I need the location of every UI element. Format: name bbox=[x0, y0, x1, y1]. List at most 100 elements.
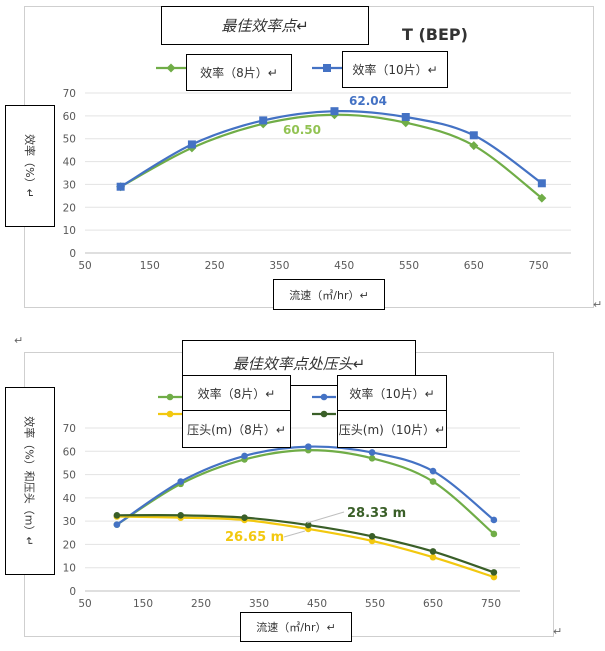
chart-1-xtick-label: 250 bbox=[205, 260, 225, 272]
chart-1-xlabel-text: 流速（㎥/hr）↵ bbox=[289, 288, 369, 302]
chart-2-point-3 bbox=[177, 512, 184, 519]
chart-2-xtick-label: 50 bbox=[78, 598, 91, 610]
chart-1-ytick-label: 30 bbox=[63, 179, 76, 191]
chart-2-xtick-label: 450 bbox=[307, 598, 327, 610]
chart-2-annotation-28: 28.33 m bbox=[347, 506, 406, 521]
chart-1-ylabel: 效率（%）↵ bbox=[5, 105, 55, 227]
chart-1-point-0 bbox=[469, 141, 479, 151]
chart-1-xtick-label: 350 bbox=[269, 260, 289, 272]
chart-2-point-1 bbox=[177, 478, 184, 485]
chart-1-frame bbox=[24, 6, 594, 308]
chart-2-legend-head10-label: 压头(m)（10片）↵ bbox=[338, 422, 446, 437]
chart-2-point-0 bbox=[429, 478, 437, 485]
chart-2-ytick-label: 60 bbox=[63, 446, 76, 458]
chart-2-point-1 bbox=[429, 467, 437, 475]
chart-2-point-2 bbox=[368, 537, 376, 545]
chart-2-point-3 bbox=[241, 514, 248, 521]
chart-1-ytick-label: 40 bbox=[63, 157, 76, 169]
chart-2-xlabel-text: 流速（㎥/hr）↵ bbox=[256, 621, 336, 634]
chart-2-ytick-label: 40 bbox=[63, 493, 76, 505]
chart-2-legend-eff8: 效率（8片）↵ bbox=[182, 375, 291, 411]
chart-1-ytick-label: 0 bbox=[69, 248, 76, 260]
chart-2-point-1 bbox=[368, 449, 376, 456]
chart-1-point-1 bbox=[187, 140, 196, 149]
chart-1-point-1 bbox=[116, 182, 125, 191]
chart-2-annotation-26: 26.65 m bbox=[225, 530, 284, 545]
paragraph-mark: ↵ bbox=[593, 298, 603, 311]
chart-1-annotation-62: 62.04 bbox=[349, 94, 387, 108]
chart-1-ytick-label: 60 bbox=[63, 111, 76, 123]
chart-1-title-suffix: T (BEP) bbox=[402, 25, 468, 44]
chart-2-point-1 bbox=[490, 516, 498, 524]
chart-2-point-2 bbox=[490, 573, 498, 581]
chart-2-legend-head8: 压头(m)（8片）↵ bbox=[182, 410, 291, 448]
chart-2-legend-marker-3 bbox=[320, 410, 328, 418]
chart-1-ytick-label: 50 bbox=[63, 134, 76, 146]
chart-1-legend-10-label: 效率（10片）↵ bbox=[352, 63, 438, 77]
chart-2-point-2 bbox=[429, 553, 437, 561]
chart-2-annotation-leader-10 bbox=[306, 511, 345, 524]
chart-2-ytick-label: 50 bbox=[63, 470, 76, 482]
chart-1-legend-10-marker bbox=[323, 64, 331, 72]
chart-1-point-0 bbox=[537, 193, 547, 203]
chart-1-point-1 bbox=[537, 179, 546, 188]
chart-1-title-text: 最佳效率点↵ bbox=[221, 17, 309, 35]
chart-1-xtick-label: 550 bbox=[399, 260, 419, 272]
chart-1-xtick-label: 150 bbox=[140, 260, 160, 272]
chart-1-point-1 bbox=[330, 107, 339, 116]
chart-2-point-0 bbox=[490, 530, 498, 538]
chart-2-xtick-label: 750 bbox=[481, 598, 501, 610]
chart-2-legend-head8-label: 压头(m)（8片）↵ bbox=[187, 422, 286, 437]
chart-2-ytick-label: 10 bbox=[63, 563, 76, 575]
chart-2-xtick-label: 250 bbox=[191, 598, 211, 610]
chart-1-annotation-60: 60.50 bbox=[283, 123, 321, 137]
chart-1-title: 最佳效率点↵ bbox=[161, 6, 369, 45]
chart-1-ytick-label: 70 bbox=[63, 88, 76, 100]
chart-2-legend-eff8-label: 效率（8片）↵ bbox=[197, 386, 276, 401]
chart-2-legend-eff10: 效率（10片）↵ bbox=[337, 375, 447, 411]
chart-2-legend-marker-1 bbox=[320, 393, 328, 401]
chart-2-point-3 bbox=[368, 532, 376, 540]
chart-1-ytick-label: 10 bbox=[63, 225, 76, 237]
chart-2-ytick-label: 0 bbox=[69, 586, 76, 598]
paragraph-mark: ↵ bbox=[14, 334, 24, 347]
chart-1-point-1 bbox=[469, 131, 478, 140]
chart-1-point-1 bbox=[401, 113, 410, 121]
chart-2-ylabel: 效率（%）和压头（m）↵ bbox=[5, 387, 55, 575]
paragraph-mark: ↵ bbox=[553, 625, 563, 638]
chart-2-point-0 bbox=[368, 454, 376, 462]
chart-2-xtick-label: 550 bbox=[365, 598, 385, 610]
chart-1-xtick-label: 50 bbox=[78, 260, 91, 272]
chart-1-xtick-label: 650 bbox=[464, 260, 484, 272]
chart-1-xlabel: 流速（㎥/hr）↵ bbox=[273, 279, 385, 310]
chart-2-annotation-leader-8 bbox=[283, 530, 306, 538]
chart-2-legend-eff10-label: 效率（10片）↵ bbox=[349, 386, 435, 401]
chart-2-legend-head10: 压头(m)（10片）↵ bbox=[337, 410, 447, 448]
chart-1-point-1 bbox=[259, 116, 268, 125]
chart-2-ytick-label: 70 bbox=[63, 423, 76, 435]
chart-2-point-3 bbox=[490, 569, 498, 576]
chart-2-legend-marker-2 bbox=[166, 410, 174, 418]
chart-1-legend-8: 效率（8片）↵ bbox=[186, 54, 292, 91]
chart-2-point-3 bbox=[429, 548, 437, 555]
chart-2-xtick-label: 650 bbox=[423, 598, 443, 610]
chart-2-title-text: 最佳效率点处压头↵ bbox=[232, 354, 366, 373]
chart-2-point-1 bbox=[113, 521, 121, 528]
chart-2-ylabel-text: 效率（%）和压头（m）↵ bbox=[23, 416, 37, 546]
chart-2-ytick-label: 30 bbox=[63, 516, 76, 528]
chart-1-legend-8-label: 效率（8片）↵ bbox=[200, 66, 278, 80]
chart-1-ytick-label: 20 bbox=[63, 202, 76, 214]
chart-2-point-3 bbox=[113, 512, 121, 519]
chart-2-legend-marker-0 bbox=[166, 393, 174, 401]
chart-1-legend-10: 效率（10片）↵ bbox=[342, 51, 448, 88]
chart-2-point-3 bbox=[305, 521, 312, 529]
chart-2-point-1 bbox=[241, 452, 248, 460]
chart-2-xlabel: 流速（㎥/hr）↵ bbox=[240, 612, 352, 642]
chart-2-xtick-label: 150 bbox=[133, 598, 153, 610]
chart-1-xtick-label: 750 bbox=[529, 260, 549, 272]
chart-2-point-1 bbox=[305, 443, 312, 450]
chart-1-legend-8-marker bbox=[166, 63, 176, 73]
chart-2-ytick-label: 20 bbox=[63, 539, 76, 551]
